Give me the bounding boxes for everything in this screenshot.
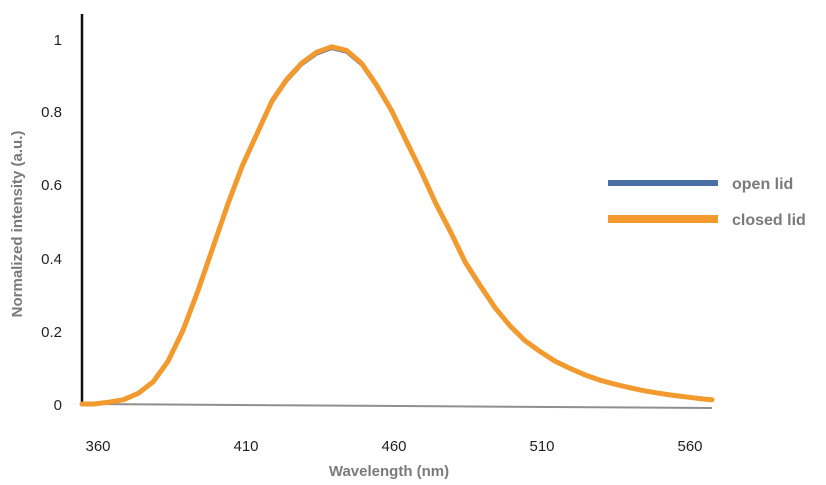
x-tick-label: 410: [233, 438, 258, 455]
y-tick-label: 0.4: [41, 251, 62, 268]
series-line-closed-lid: [79, 44, 715, 407]
series-layer: [79, 44, 715, 407]
x-tick-label: 560: [677, 438, 702, 455]
baseline: [81, 403, 713, 409]
y-axis-title: Normalized intensity (a.u.): [9, 131, 26, 318]
y-tick-label: 0.8: [41, 104, 62, 121]
legend-item-open-lid: open lid: [608, 176, 793, 193]
x-axis-title: Wavelength (nm): [329, 463, 449, 480]
y-tick-label: 0: [54, 397, 62, 414]
y-tick-labels: 0 0.2 0.4 0.6 0.8 1: [41, 32, 62, 414]
x-tick-label: 360: [85, 438, 110, 455]
x-tick-labels: 360 410 460 510 560: [85, 438, 702, 455]
plot-area: [79, 14, 715, 409]
y-tick-label: 1: [54, 32, 62, 49]
legend: open lid closed lid: [608, 176, 806, 229]
legend-label: closed lid: [732, 212, 806, 229]
y-tick-label: 0.2: [41, 324, 62, 341]
x-tick-label: 460: [381, 438, 406, 455]
y-tick-label: 0.6: [41, 177, 62, 194]
series-line-open-lid: [80, 47, 714, 406]
legend-label: open lid: [732, 176, 793, 193]
x-tick-label: 510: [529, 438, 554, 455]
legend-item-closed-lid: closed lid: [608, 212, 806, 229]
